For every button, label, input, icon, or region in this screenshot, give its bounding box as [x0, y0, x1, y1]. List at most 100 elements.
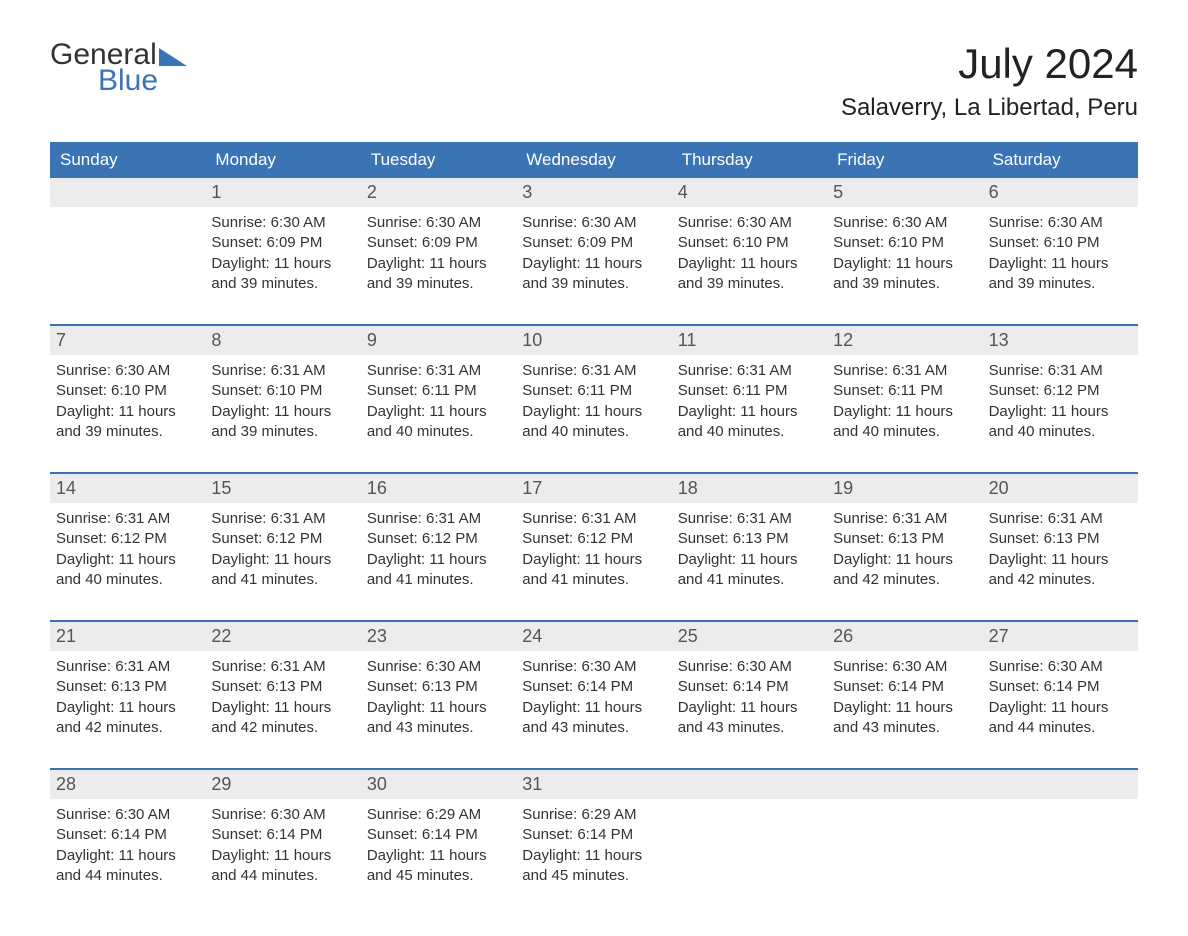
- day-number: 2: [361, 178, 516, 207]
- sunrise-line: Sunrise: 6:30 AM: [833, 657, 972, 677]
- calendar-day: 1 Sunrise: 6:30 AMSunset: 6:09 PMDaylight…: [205, 178, 360, 304]
- sunrise-line: Sunrise: 6:31 AM: [833, 509, 972, 529]
- daylight-line: Daylight: 11 hours and 42 minutes.: [989, 550, 1128, 591]
- day-body: Sunrise: 6:31 AMSunset: 6:11 PMDaylight:…: [827, 361, 982, 442]
- sunset-line: Sunset: 6:12 PM: [56, 529, 195, 549]
- calendar-day: 22Sunrise: 6:31 AMSunset: 6:13 PMDayligh…: [205, 622, 360, 748]
- calendar-week: 14Sunrise: 6:31 AMSunset: 6:12 PMDayligh…: [50, 472, 1138, 600]
- calendar-week: 1Sunrise: 6:30 AMSunset: 6:09 PMDaylight…: [50, 178, 1138, 304]
- calendar-day: 12Sunrise: 6:31 AMSunset: 6:11 PMDayligh…: [827, 326, 982, 452]
- sunrise-line: Sunrise: 6:30 AM: [989, 657, 1128, 677]
- sunset-line: Sunset: 6:13 PM: [833, 529, 972, 549]
- day-body: Sunrise: 6:30 AMSunset: 6:14 PMDaylight:…: [205, 805, 360, 886]
- day-body: Sunrise: 6:31 AMSunset: 6:12 PMDaylight:…: [205, 509, 360, 590]
- daylight-line: Daylight: 11 hours and 41 minutes.: [367, 550, 506, 591]
- sunrise-line: Sunrise: 6:31 AM: [367, 509, 506, 529]
- sunrise-line: Sunrise: 6:31 AM: [678, 361, 817, 381]
- sunrise-line: Sunrise: 6:29 AM: [522, 805, 661, 825]
- day-body: Sunrise: 6:31 AMSunset: 6:11 PMDaylight:…: [672, 361, 827, 442]
- calendar-day: 13Sunrise: 6:31 AMSunset: 6:12 PMDayligh…: [983, 326, 1138, 452]
- calendar-day: 11Sunrise: 6:31 AMSunset: 6:11 PMDayligh…: [672, 326, 827, 452]
- calendar-day: 6Sunrise: 6:30 AMSunset: 6:10 PMDaylight…: [983, 178, 1138, 304]
- day-number: 19: [827, 474, 982, 503]
- sunset-line: Sunset: 6:13 PM: [367, 677, 506, 697]
- calendar-day: 21Sunrise: 6:31 AMSunset: 6:13 PMDayligh…: [50, 622, 205, 748]
- daylight-line: Daylight: 11 hours and 39 minutes.: [211, 402, 350, 443]
- day-number: 6: [983, 178, 1138, 207]
- sunrise-line: Sunrise: 6:30 AM: [56, 361, 195, 381]
- day-number: 8: [205, 326, 360, 355]
- sunrise-line: Sunrise: 6:31 AM: [56, 509, 195, 529]
- day-number: 3: [516, 178, 671, 207]
- calendar-day: 17Sunrise: 6:31 AMSunset: 6:12 PMDayligh…: [516, 474, 671, 600]
- calendar-day: 4Sunrise: 6:30 AMSunset: 6:10 PMDaylight…: [672, 178, 827, 304]
- sunrise-line: Sunrise: 6:31 AM: [211, 657, 350, 677]
- calendar-week: 7Sunrise: 6:30 AMSunset: 6:10 PMDaylight…: [50, 324, 1138, 452]
- daylight-line: Daylight: 11 hours and 40 minutes.: [989, 402, 1128, 443]
- sunset-line: Sunset: 6:13 PM: [211, 677, 350, 697]
- sunrise-line: Sunrise: 6:31 AM: [367, 361, 506, 381]
- daylight-line: Daylight: 11 hours and 40 minutes.: [833, 402, 972, 443]
- calendar-day: 25Sunrise: 6:30 AMSunset: 6:14 PMDayligh…: [672, 622, 827, 748]
- sunrise-line: Sunrise: 6:30 AM: [211, 213, 350, 233]
- sunset-line: Sunset: 6:11 PM: [367, 381, 506, 401]
- sunset-line: Sunset: 6:11 PM: [678, 381, 817, 401]
- weekday-header: Wednesday: [516, 142, 671, 178]
- sunset-line: Sunset: 6:10 PM: [833, 233, 972, 253]
- sunrise-line: Sunrise: 6:31 AM: [211, 509, 350, 529]
- sunset-line: Sunset: 6:14 PM: [367, 825, 506, 845]
- day-body: Sunrise: 6:31 AMSunset: 6:12 PMDaylight:…: [50, 509, 205, 590]
- daylight-line: Daylight: 11 hours and 44 minutes.: [211, 846, 350, 887]
- daylight-line: Daylight: 11 hours and 45 minutes.: [367, 846, 506, 887]
- day-number: 25: [672, 622, 827, 651]
- calendar-day: 2Sunrise: 6:30 AMSunset: 6:09 PMDaylight…: [361, 178, 516, 304]
- sunrise-line: Sunrise: 6:31 AM: [56, 657, 195, 677]
- daylight-line: Daylight: 11 hours and 45 minutes.: [522, 846, 661, 887]
- sunset-line: Sunset: 6:09 PM: [522, 233, 661, 253]
- page-header: General Blue July 2024 Salaverry, La Lib…: [50, 40, 1138, 122]
- sunset-line: Sunset: 6:09 PM: [211, 233, 350, 253]
- calendar-day: [827, 770, 982, 896]
- day-number: 5: [827, 178, 982, 207]
- sunrise-line: Sunrise: 6:29 AM: [367, 805, 506, 825]
- day-number: 1: [205, 178, 360, 207]
- calendar-day: 27Sunrise: 6:30 AMSunset: 6:14 PMDayligh…: [983, 622, 1138, 748]
- sunrise-line: Sunrise: 6:31 AM: [522, 361, 661, 381]
- sunset-line: Sunset: 6:13 PM: [56, 677, 195, 697]
- daylight-line: Daylight: 11 hours and 44 minutes.: [56, 846, 195, 887]
- calendar-day: 10Sunrise: 6:31 AMSunset: 6:11 PMDayligh…: [516, 326, 671, 452]
- location-subtitle: Salaverry, La Libertad, Peru: [841, 94, 1138, 122]
- weekday-header: Saturday: [983, 142, 1138, 178]
- day-body: Sunrise: 6:30 AMSunset: 6:10 PMDaylight:…: [672, 213, 827, 294]
- sunrise-line: Sunrise: 6:30 AM: [522, 213, 661, 233]
- calendar-day: 30Sunrise: 6:29 AMSunset: 6:14 PMDayligh…: [361, 770, 516, 896]
- daylight-line: Daylight: 11 hours and 40 minutes.: [56, 550, 195, 591]
- daylight-line: Daylight: 11 hours and 39 minutes.: [522, 254, 661, 295]
- calendar-day: 28Sunrise: 6:30 AMSunset: 6:14 PMDayligh…: [50, 770, 205, 896]
- title-block: July 2024 Salaverry, La Libertad, Peru: [841, 40, 1138, 122]
- day-number: [672, 770, 827, 799]
- calendar-day: 29Sunrise: 6:30 AMSunset: 6:14 PMDayligh…: [205, 770, 360, 896]
- calendar-day: 16Sunrise: 6:31 AMSunset: 6:12 PMDayligh…: [361, 474, 516, 600]
- sunset-line: Sunset: 6:14 PM: [522, 825, 661, 845]
- daylight-line: Daylight: 11 hours and 43 minutes.: [678, 698, 817, 739]
- day-number: 15: [205, 474, 360, 503]
- day-body: Sunrise: 6:30 AMSunset: 6:14 PMDaylight:…: [50, 805, 205, 886]
- sunset-line: Sunset: 6:10 PM: [211, 381, 350, 401]
- day-body: Sunrise: 6:31 AMSunset: 6:13 PMDaylight:…: [50, 657, 205, 738]
- day-number: 22: [205, 622, 360, 651]
- daylight-line: Daylight: 11 hours and 39 minutes.: [833, 254, 972, 295]
- weekday-header: Tuesday: [361, 142, 516, 178]
- sunrise-line: Sunrise: 6:30 AM: [522, 657, 661, 677]
- sunrise-line: Sunrise: 6:31 AM: [522, 509, 661, 529]
- weekday-header: Sunday: [50, 142, 205, 178]
- sunrise-line: Sunrise: 6:30 AM: [833, 213, 972, 233]
- day-body: Sunrise: 6:30 AMSunset: 6:09 PMDaylight:…: [205, 213, 360, 294]
- sunrise-line: Sunrise: 6:30 AM: [367, 213, 506, 233]
- sunset-line: Sunset: 6:12 PM: [367, 529, 506, 549]
- daylight-line: Daylight: 11 hours and 41 minutes.: [678, 550, 817, 591]
- sunset-line: Sunset: 6:14 PM: [522, 677, 661, 697]
- sunset-line: Sunset: 6:14 PM: [678, 677, 817, 697]
- sunrise-line: Sunrise: 6:31 AM: [833, 361, 972, 381]
- sunset-line: Sunset: 6:14 PM: [56, 825, 195, 845]
